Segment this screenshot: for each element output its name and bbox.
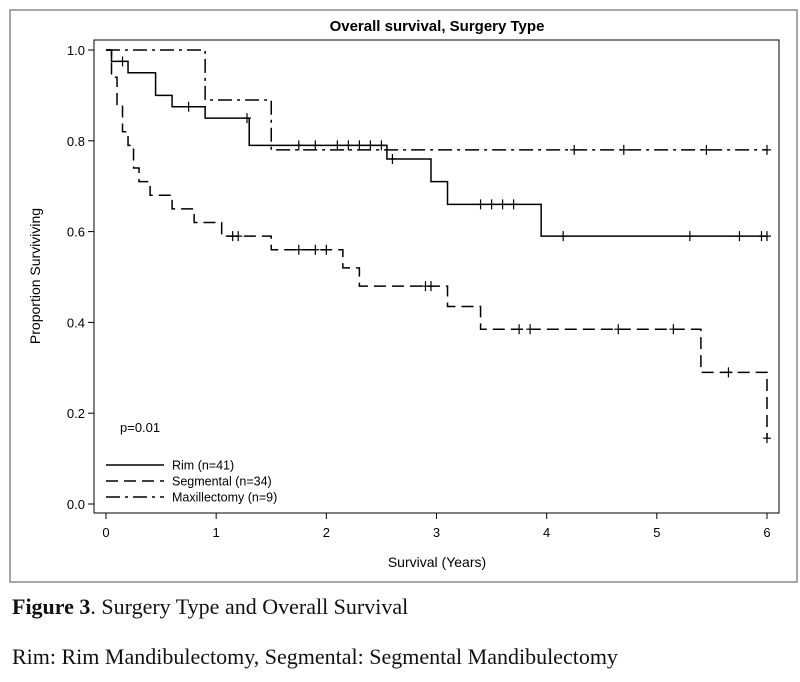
censor-mark [355,140,364,151]
censor-mark [294,244,303,255]
legend-label: Segmental (n=34) [172,475,272,489]
censor-mark [366,140,375,151]
censor-mark [619,144,628,155]
censor-mark [426,281,435,292]
censor-mark [322,244,331,255]
survival-curve [106,49,767,237]
censor-mark [311,140,320,151]
censor-mark [735,231,744,242]
x-tick-label: 3 [433,525,440,540]
caption-label: Figure 3 [12,594,90,619]
x-tick-label: 5 [653,525,660,540]
x-tick-label: 2 [323,525,330,540]
censor-mark [559,231,568,242]
y-tick-label: 1.0 [67,43,85,58]
censor-mark [570,144,579,155]
censor-mark [498,199,507,210]
legend-label: Rim (n=41) [172,459,234,473]
x-tick-label: 0 [102,525,109,540]
chart-frame [9,9,798,583]
y-tick-label: 0.4 [67,315,85,330]
censor-mark [669,324,678,335]
censor-mark [294,140,303,151]
censor-mark [614,324,623,335]
caption: Figure 3. Surgery Type and Overall Survi… [12,594,408,619]
censor-mark [344,140,353,151]
censor-mark [476,199,485,210]
y-tick-label: 0.8 [67,134,85,149]
censor-mark [509,199,518,210]
censor-mark [702,144,711,155]
y-tick-label: 0.6 [67,225,85,240]
censor-mark [763,231,771,242]
censor-mark [333,140,342,151]
censor-mark [118,56,127,67]
annotation: p=0.01 [120,420,160,435]
censor-mark [763,144,771,155]
x-tick-label: 6 [763,525,770,540]
y-axis-label: Proportion Surviviving [27,208,43,344]
y-tick-label: 0.2 [67,406,85,421]
censor-mark [377,140,386,151]
x-axis-label: Survival (Years) [388,554,486,570]
censor-mark [388,153,397,164]
legend-label: Maxillectomy (n=9) [172,491,277,505]
caption-note: Rim: Rim Mandibulectomy, Segmental: Segm… [12,644,618,669]
censor-mark [487,199,496,210]
censor-mark [515,324,524,335]
censor-mark [234,231,243,242]
chart-title: Overall survival, Surgery Type [330,18,545,35]
censor-mark [311,244,320,255]
survival-curve [106,49,767,151]
censor-mark [184,101,193,112]
censor-mark [685,231,694,242]
x-tick-label: 1 [213,525,220,540]
censor-mark [243,113,252,124]
censor-mark [724,367,733,378]
y-tick-label: 0.0 [67,497,85,512]
x-tick-label: 4 [543,525,550,540]
censor-mark [763,433,771,444]
censor-mark [526,324,535,335]
caption-title: . Surgery Type and Overall Survival [90,594,408,619]
